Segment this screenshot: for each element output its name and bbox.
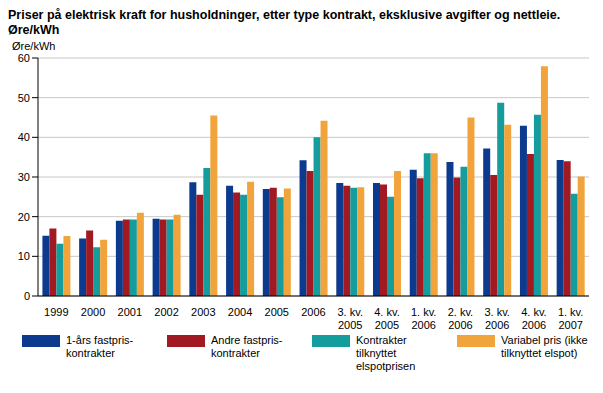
svg-text:10: 10 bbox=[18, 250, 30, 262]
svg-text:1. kv.2006: 1. kv.2006 bbox=[411, 306, 436, 330]
svg-text:2003: 2003 bbox=[191, 306, 215, 318]
svg-text:2002: 2002 bbox=[154, 306, 178, 318]
svg-text:2006: 2006 bbox=[301, 306, 325, 318]
svg-text:3. kv.2006: 3. kv.2006 bbox=[484, 306, 509, 330]
svg-text:40: 40 bbox=[18, 131, 30, 143]
svg-text:3. kv.2005: 3. kv.2005 bbox=[337, 306, 362, 330]
svg-text:4. kv.2005: 4. kv.2005 bbox=[374, 306, 399, 330]
svg-text:20: 20 bbox=[18, 211, 30, 223]
html-text:Priser på elektrisk kraft for: Priser på elektrisk kraft for husholdnin… bbox=[8, 8, 561, 37]
html-text:1-års fastpris-kontrakter: 1-års fastpris-kontrakter bbox=[66, 334, 134, 359]
svg-text:60: 60 bbox=[18, 52, 30, 64]
svg-text:0: 0 bbox=[24, 290, 30, 302]
svg-text:1999: 1999 bbox=[44, 306, 68, 318]
svg-text:50: 50 bbox=[18, 92, 30, 104]
svg-text:2000: 2000 bbox=[81, 306, 105, 318]
html-text:Variabel pris (ikke tilknyttet: Variabel pris (ikke tilknyttet elspot) bbox=[501, 334, 588, 359]
svg-text:2004: 2004 bbox=[228, 306, 252, 318]
html-text:Andre fastpris-kontrakter: Andre fastpris-kontrakter bbox=[211, 334, 283, 359]
svg-text:2005: 2005 bbox=[265, 306, 289, 318]
html-text:Kontrakter tilknyttet elspotpr: Kontrakter tilknyttet elspotprisen bbox=[356, 334, 416, 372]
html-text:Øre/kWh: Øre/kWh bbox=[12, 40, 56, 52]
svg-text:2001: 2001 bbox=[118, 306, 142, 318]
svg-text:4. kv.2006: 4. kv.2006 bbox=[521, 306, 546, 330]
svg-text:30: 30 bbox=[18, 171, 30, 183]
svg-text:1. kv.2007: 1. kv.2007 bbox=[558, 306, 583, 330]
svg-text:2. kv.2006: 2. kv.2006 bbox=[448, 306, 473, 330]
